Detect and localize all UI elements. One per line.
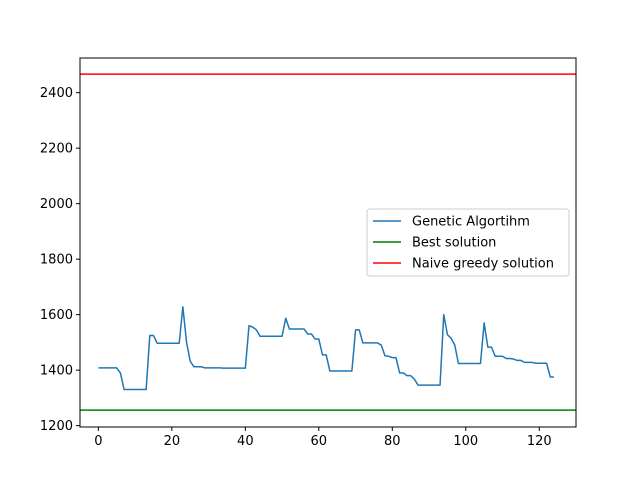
legend: Genetic Algortihm Best solution Naive gree…	[366, 208, 570, 277]
y-tick-label: 2200	[40, 142, 73, 157]
y-tick-label: 2400	[40, 86, 73, 101]
x-axis: 0 20 40 60 80 100 120	[94, 427, 552, 449]
y-tick-label: 1600	[40, 308, 73, 323]
x-tick-label: 100	[453, 434, 478, 449]
y-tick-label: 1200	[40, 419, 73, 434]
legend-label: Naive greedy solution	[412, 257, 554, 272]
x-tick-label: 120	[527, 434, 552, 449]
x-tick-label: 0	[94, 434, 102, 449]
legend-box	[366, 208, 570, 277]
y-tick-label: 1800	[40, 253, 73, 268]
series-layer	[80, 73, 576, 411]
x-tick-label: 40	[237, 434, 254, 449]
y-tick-label: 1400	[40, 364, 73, 379]
legend-label: Genetic Algortihm	[412, 215, 530, 230]
y-axis: 1200 1400 1600 1800 2000 2200 2400	[40, 86, 80, 434]
x-tick-label: 60	[311, 434, 328, 449]
y-tick-label: 2000	[40, 197, 73, 212]
plot-frame	[79, 57, 577, 428]
legend-label: Best solution	[412, 236, 496, 251]
x-tick-label: 20	[164, 434, 181, 449]
x-tick-label: 80	[384, 434, 401, 449]
series-line-genetic-algortihm	[98, 306, 554, 391]
